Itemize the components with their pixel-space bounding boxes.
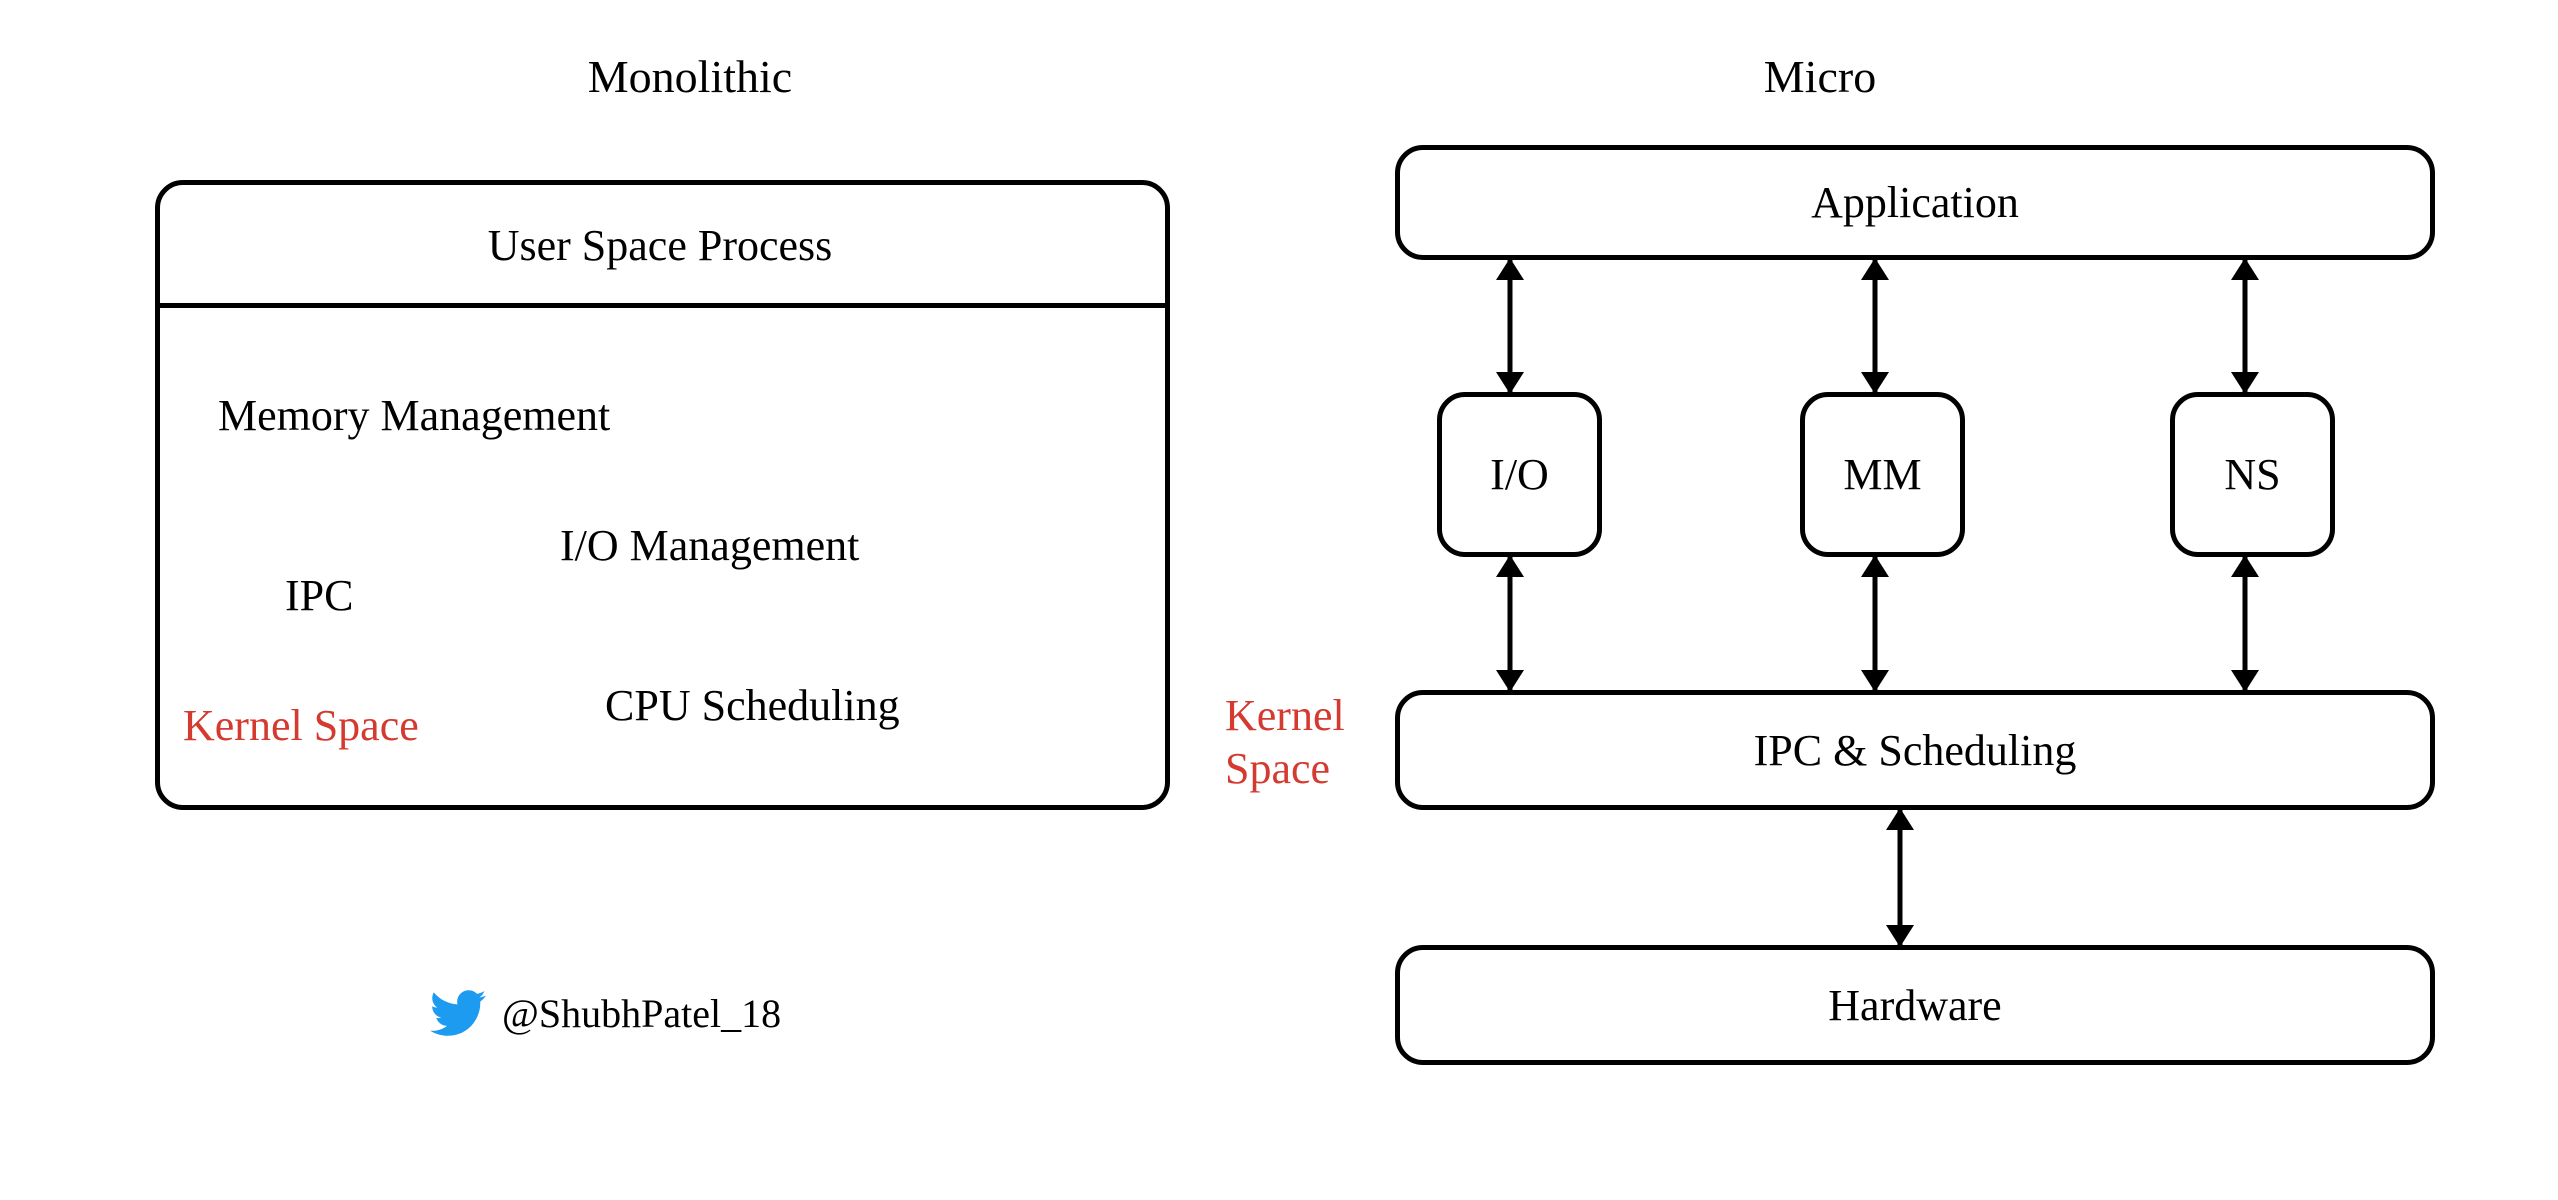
arrow-io-ipc	[1500, 557, 1520, 690]
io-label: I/O	[1442, 397, 1597, 552]
io-management-label: I/O Management	[560, 520, 859, 571]
mm-label: MM	[1805, 397, 1960, 552]
kernel-space-label-micro: Kernel Space	[1225, 690, 1345, 796]
attribution: @ShubhPatel_18	[430, 985, 781, 1041]
mm-box: MM	[1800, 392, 1965, 557]
application-box: Application	[1395, 145, 2435, 260]
micro-title: Micro	[1720, 50, 1920, 103]
cpu-scheduling-label: CPU Scheduling	[605, 680, 900, 731]
twitter-handle: @ShubhPatel_18	[502, 990, 781, 1037]
monolithic-divider	[160, 303, 1166, 308]
diagram-canvas: Monolithic User Space Process Memory Man…	[0, 0, 2558, 1200]
hardware-box: Hardware	[1395, 945, 2435, 1065]
kernel-space-label-mono: Kernel Space	[183, 700, 419, 751]
hardware-label: Hardware	[1400, 950, 2430, 1060]
twitter-icon	[430, 985, 486, 1041]
arrow-app-io	[1500, 260, 1520, 392]
memory-management-label: Memory Management	[218, 390, 610, 441]
arrow-ipc-hardware	[1890, 810, 1910, 945]
arrow-ns-ipc	[2235, 557, 2255, 690]
ipc-scheduling-box: IPC & Scheduling	[1395, 690, 2435, 810]
monolithic-title: Monolithic	[540, 50, 840, 103]
application-label: Application	[1400, 150, 2430, 255]
io-box: I/O	[1437, 392, 1602, 557]
user-space-process-label: User Space Process	[340, 215, 980, 275]
ipc-scheduling-label: IPC & Scheduling	[1400, 695, 2430, 805]
ns-label: NS	[2175, 397, 2330, 552]
ipc-label: IPC	[285, 570, 353, 621]
arrow-mm-ipc	[1865, 557, 1885, 690]
arrow-app-ns	[2235, 260, 2255, 392]
ns-box: NS	[2170, 392, 2335, 557]
arrow-app-mm	[1865, 260, 1885, 392]
